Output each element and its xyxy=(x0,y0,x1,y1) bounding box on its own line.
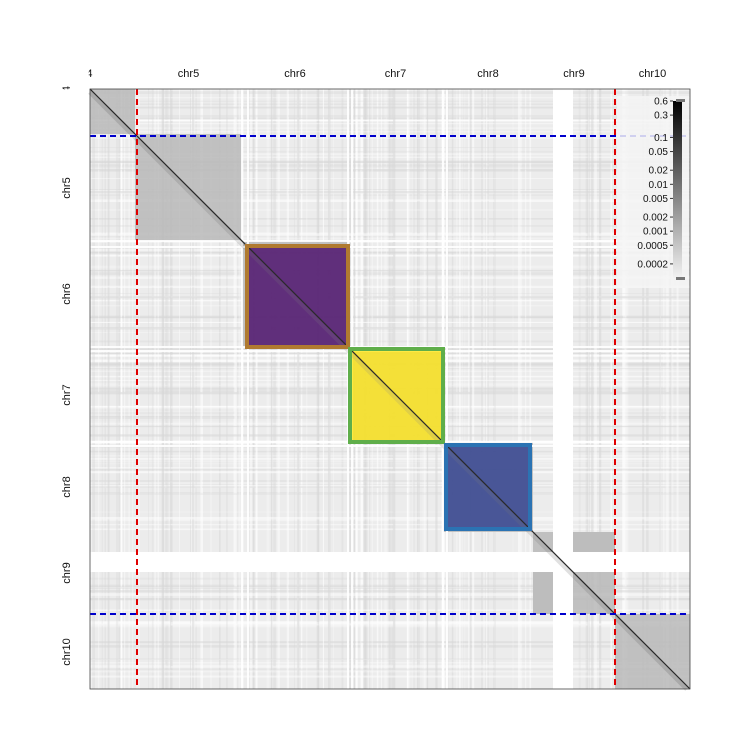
colorbar-tick-label: 0.001 xyxy=(643,227,668,238)
left-label-chr5: chr5 xyxy=(61,176,73,199)
boundary-vline-1 xyxy=(247,89,249,689)
highlight-border-chr8 xyxy=(444,443,532,531)
colorbar-tick-label: 0.6 xyxy=(654,97,668,108)
left-label-chr7: chr7 xyxy=(61,383,73,406)
top-label-chr7: chr7 xyxy=(384,68,407,80)
top-label-chr10: chr10 xyxy=(638,68,667,80)
left-label-chr9: chr9 xyxy=(61,562,73,584)
colorbar-tick-label: 0.3 xyxy=(654,111,668,122)
colorbar-tick-label: 0.005 xyxy=(643,194,668,205)
diagonal-halo xyxy=(88,90,689,691)
boundary-hline-5 xyxy=(90,445,690,447)
left-label-chr6: chr6 xyxy=(61,283,73,305)
patch-chr9-b xyxy=(573,532,615,552)
colorbar-tick-label: 0.02 xyxy=(649,166,669,177)
plot-frame xyxy=(89,88,691,690)
highlight-border-chr7 xyxy=(348,347,445,444)
gap-column-0 xyxy=(553,89,573,689)
top-label-chr6: chr6 xyxy=(284,68,306,80)
boundary-vline-0 xyxy=(241,89,243,689)
colorbar-tick-label: 0.01 xyxy=(649,180,669,191)
gap-row-0 xyxy=(90,552,690,572)
colorbar-cap-top xyxy=(676,99,685,102)
colorbar-tick-label: 0.1 xyxy=(654,133,668,144)
top-label-chr9: chr9 xyxy=(563,68,585,80)
colorbar-tick-label: 0.0005 xyxy=(637,241,668,252)
left-label-chr10: chr10 xyxy=(61,637,73,666)
left-label-chr8: chr8 xyxy=(61,476,73,498)
top-label-chr5: chr5 xyxy=(177,68,200,80)
colorbar-cap-bottom xyxy=(676,277,685,280)
colorbar xyxy=(673,101,682,278)
patch-chr9-a xyxy=(533,572,553,614)
boundary-vline-5 xyxy=(446,89,448,689)
colorbar-tick-label: 0.05 xyxy=(649,147,669,158)
boundary-hline-1 xyxy=(90,246,690,248)
highlight-border-chr6 xyxy=(245,244,350,349)
colorbar-tick-label: 0.002 xyxy=(643,213,668,224)
colorbar-tick-label: 0.0002 xyxy=(637,259,668,270)
top-label-chr8: chr8 xyxy=(477,68,499,80)
boundary-hline-0 xyxy=(90,240,690,242)
top-label-chr4: 4 xyxy=(86,68,93,80)
